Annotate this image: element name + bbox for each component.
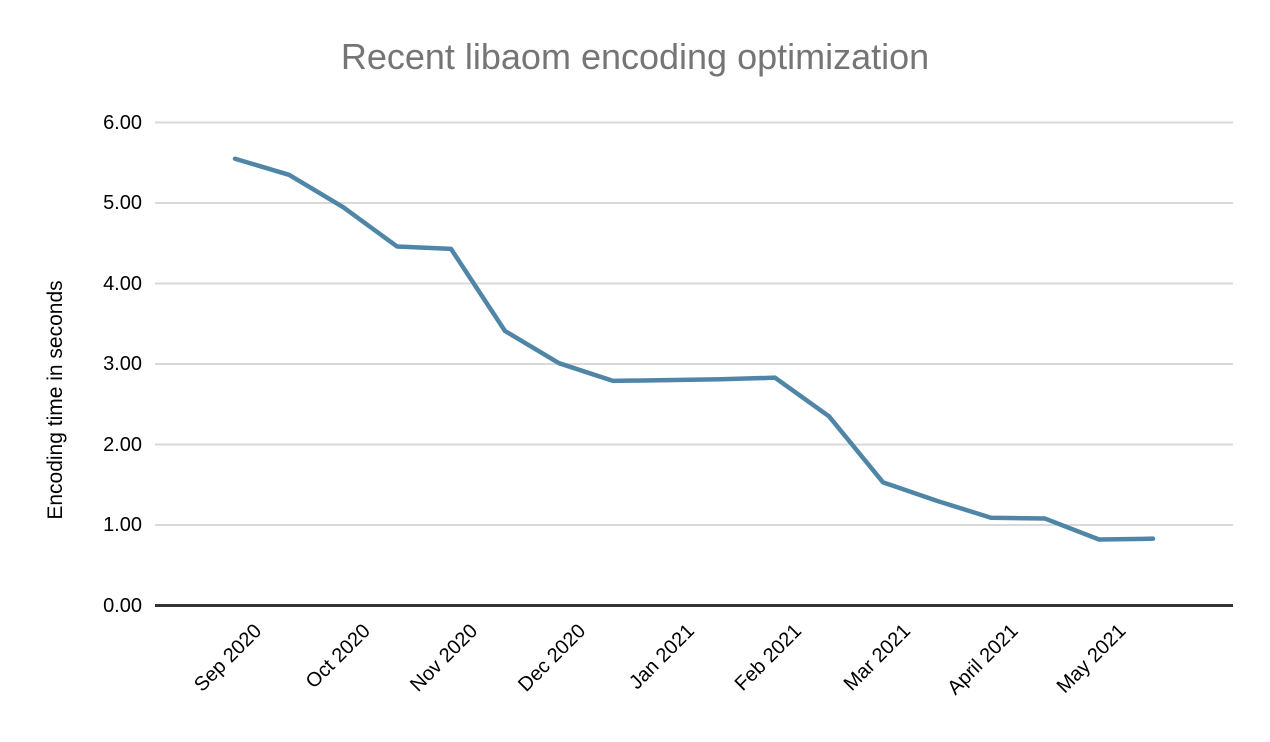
encoding-time-series-line bbox=[232, 156, 1156, 542]
y-tick-label: 0.00 bbox=[103, 594, 142, 617]
y-tick-label: 6.00 bbox=[103, 111, 142, 134]
y-tick-label: 2.00 bbox=[103, 433, 142, 456]
y-tick-label: 3.00 bbox=[103, 353, 142, 375]
y-tick-label: 5.00 bbox=[103, 192, 142, 214]
y-tick-label: 1.00 bbox=[103, 514, 142, 536]
y-tick-label: 4.00 bbox=[103, 272, 142, 295]
chart-title: Recent libaom encoding optimization bbox=[340, 36, 930, 77]
